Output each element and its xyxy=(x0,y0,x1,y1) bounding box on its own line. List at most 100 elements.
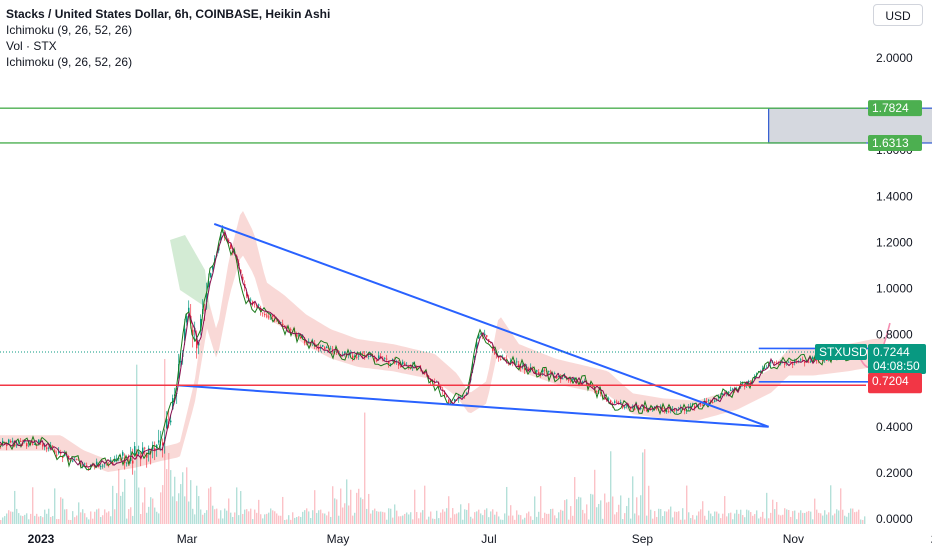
volume-bar xyxy=(734,513,736,524)
candle-body xyxy=(148,448,150,453)
volume-bar xyxy=(812,519,814,524)
volume-bar xyxy=(672,517,674,524)
volume-bar xyxy=(4,516,6,524)
candle-body xyxy=(690,405,692,407)
volume-bar xyxy=(216,508,218,524)
volume-bar xyxy=(146,512,148,524)
volume-bar xyxy=(680,519,682,524)
volume-bar xyxy=(62,498,64,524)
candle-body xyxy=(600,391,602,394)
volume-bar xyxy=(180,484,182,524)
price-labels: 1.78241.63130.5803STXUSD0.724404:08:500.… xyxy=(815,100,926,394)
volume-bar xyxy=(492,509,494,524)
candle-body xyxy=(24,440,26,443)
volume-bar xyxy=(80,512,82,524)
volume-bar xyxy=(364,412,366,524)
volume-bar xyxy=(56,519,58,524)
volume-bar xyxy=(6,513,8,524)
volume-bar xyxy=(296,517,298,524)
volume-bar xyxy=(194,514,196,524)
volume-bar xyxy=(840,488,842,524)
y-tick-label: 0.2000 xyxy=(876,466,913,480)
candle-body xyxy=(504,357,506,359)
candle-body xyxy=(434,382,436,384)
volume-bar xyxy=(260,514,262,524)
candle-body xyxy=(2,440,4,443)
candle-body xyxy=(446,395,448,397)
candle-body xyxy=(748,380,750,383)
ichimoku-lines xyxy=(0,227,865,471)
candle-body xyxy=(486,335,488,337)
volume-bar xyxy=(132,515,134,524)
volume-bar xyxy=(792,511,794,524)
volume-bar xyxy=(698,511,700,524)
candle-body xyxy=(342,354,344,356)
volume-bar xyxy=(160,492,162,524)
candle-body xyxy=(132,460,134,464)
volume-bar xyxy=(398,516,400,524)
volume-bar xyxy=(816,509,818,524)
volume-bar xyxy=(762,511,764,524)
volume-bar xyxy=(36,513,38,524)
volume-bar xyxy=(856,511,858,524)
candle-body xyxy=(700,404,702,406)
indicator-ichimoku-1[interactable]: Ichimoku (9, 26, 52, 26) xyxy=(6,23,133,37)
volume-bar xyxy=(270,508,272,524)
volume-bar xyxy=(402,515,404,524)
volume-bar xyxy=(316,512,318,524)
currency-button[interactable]: USD xyxy=(873,4,923,26)
volume-bar xyxy=(716,511,718,524)
volume-bar xyxy=(488,517,490,524)
candle-body xyxy=(246,292,248,297)
volume-bar xyxy=(820,513,822,524)
volume-bar xyxy=(570,506,572,524)
candle-body xyxy=(394,361,396,364)
candle-body xyxy=(352,355,354,359)
candle-body xyxy=(626,405,628,407)
volume-bar xyxy=(728,513,730,524)
volume-bar xyxy=(176,501,178,524)
candle-body xyxy=(130,457,132,461)
candle-body xyxy=(458,397,460,399)
candle-body xyxy=(142,447,144,454)
candle-body xyxy=(672,409,674,410)
volume-bar xyxy=(334,498,336,524)
candle-body xyxy=(82,464,84,466)
volume-bar xyxy=(202,514,204,524)
volume-bar xyxy=(854,512,856,524)
indicator-volume[interactable]: Vol · STX xyxy=(6,39,57,53)
volume-bar xyxy=(126,518,128,524)
candle-body xyxy=(674,409,676,411)
volume-bar xyxy=(356,492,358,524)
volume-bar xyxy=(190,480,192,524)
candle-body xyxy=(762,368,764,370)
volume-bar xyxy=(20,515,22,524)
candle-body xyxy=(680,407,682,409)
y-tick-label: 0.0000 xyxy=(876,512,913,526)
volume-bar xyxy=(768,518,770,524)
volume-bar xyxy=(246,509,248,524)
volume-bar xyxy=(736,509,738,524)
candle-body xyxy=(564,376,566,378)
level-tag-lower: 1.6313 xyxy=(868,134,922,151)
volume-bar xyxy=(580,497,582,524)
candle-body xyxy=(358,355,360,357)
candle-body xyxy=(454,398,456,402)
volume-bar xyxy=(186,467,188,524)
level-tag-lower-text: 1.6313 xyxy=(872,136,909,150)
candle-body xyxy=(556,375,558,379)
volume-bar xyxy=(446,508,448,524)
volume-bar xyxy=(60,497,62,524)
volume-bar xyxy=(718,513,720,524)
volume-bar xyxy=(624,513,626,524)
volume-bar xyxy=(474,512,476,524)
volume-bar xyxy=(498,516,500,524)
candle-body xyxy=(72,460,74,462)
candle-body xyxy=(524,367,526,371)
indicator-ichimoku-2[interactable]: Ichimoku (9, 26, 52, 26) xyxy=(6,55,133,69)
volume-bar xyxy=(776,502,778,524)
volume-bar xyxy=(748,510,750,524)
candle-body xyxy=(102,465,104,467)
